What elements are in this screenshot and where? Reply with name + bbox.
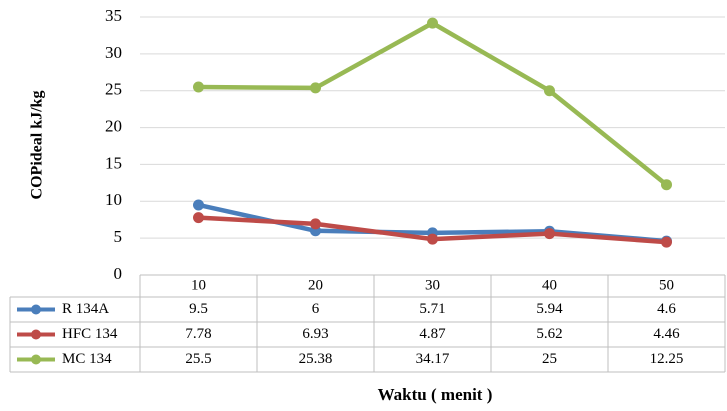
table-cell: 5.71 (419, 301, 445, 317)
x-tick-label: 10 (191, 277, 206, 293)
x-tick-label: 30 (425, 277, 440, 293)
x-tick-label: 20 (308, 277, 323, 293)
x-tick-label: 40 (542, 277, 557, 293)
table-cell: 4.46 (653, 326, 680, 342)
data-point (310, 218, 321, 230)
legend-label: HFC 134 (62, 326, 118, 342)
table-cell: 25.38 (299, 351, 333, 367)
y-tick-label: 30 (105, 43, 122, 62)
data-point (193, 199, 204, 211)
legend-marker (31, 304, 41, 315)
data-point (193, 81, 204, 93)
legend-marker (31, 354, 41, 365)
legend-marker (31, 329, 41, 340)
data-point (661, 179, 672, 191)
y-tick-label: 20 (105, 116, 122, 135)
y-tick-label: 0 (114, 264, 123, 283)
table-cell: 4.87 (419, 326, 446, 342)
data-point (310, 82, 321, 94)
y-tick-label: 35 (105, 6, 122, 25)
table-cell: 34.17 (416, 351, 450, 367)
table-cell: 5.62 (536, 326, 562, 342)
data-point (427, 17, 438, 29)
table-cell: 6.93 (302, 326, 328, 342)
table-cell: 9.5 (189, 301, 208, 317)
table-cell: 7.78 (185, 326, 211, 342)
data-point (661, 236, 672, 248)
series-line (198, 20, 668, 187)
y-tick-label: 15 (105, 153, 122, 172)
data-point (544, 85, 555, 97)
table-cell: 5.94 (536, 301, 563, 317)
legend-label: MC 134 (62, 351, 112, 367)
data-point (193, 212, 204, 224)
y-tick-label: 5 (114, 227, 123, 246)
legend-label: R 134A (62, 301, 109, 317)
table-cell: 25 (542, 351, 557, 367)
x-axis-title: Waktu ( menit ) (378, 385, 493, 404)
data-point (427, 233, 438, 245)
y-axis-title: COPideal kJ/kg (29, 91, 46, 200)
x-tick-label: 50 (659, 277, 674, 293)
table-cell: 4.6 (657, 301, 676, 317)
table-cell: 12.25 (650, 351, 684, 367)
y-tick-label: 10 (105, 190, 122, 209)
table-cell: 6 (312, 301, 320, 317)
data-point (544, 228, 555, 240)
table-cell: 25.5 (185, 351, 211, 367)
y-tick-label: 25 (105, 80, 122, 99)
